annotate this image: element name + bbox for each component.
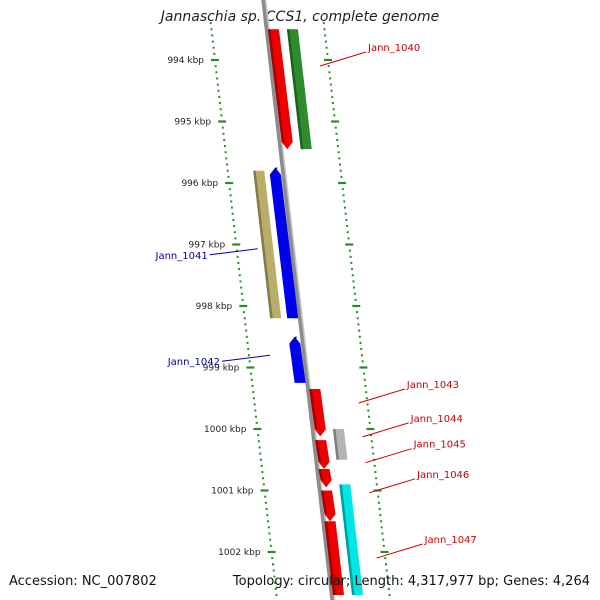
gene-feature-rev-blue-2 <box>289 336 306 383</box>
map-title: Jannaschia sp. CCS1, complete genome <box>160 9 440 25</box>
leader-line <box>221 354 271 362</box>
leader-line <box>376 543 423 559</box>
scale-tick-label: 994 kbp <box>167 56 204 66</box>
gene-feature-shade <box>286 29 304 150</box>
leader-line <box>368 478 416 494</box>
gene-feature-shade <box>289 336 298 344</box>
gene-feature-shade <box>324 521 336 596</box>
gene-label: Jann_1045 <box>413 440 466 451</box>
gene-feature-shade <box>309 389 318 430</box>
gene-label: Jann_1047 <box>424 535 477 546</box>
scale-tick-label: 1000 kbp <box>204 425 247 435</box>
scale-tick-label: 1002 kbp <box>218 548 261 558</box>
gene-feature-shade <box>339 484 355 596</box>
gene-label: Jann_1042 <box>167 357 220 368</box>
gene-feature-rev-blue-1 <box>269 167 299 319</box>
gene-label: Jann_1043 <box>406 380 459 391</box>
gene-label: Jann_1040 <box>367 43 420 54</box>
gene-feature-shade <box>253 170 273 319</box>
gene-label: Jann_1041 <box>155 251 208 262</box>
leader-line <box>319 51 367 67</box>
gene-label: Jann_1044 <box>410 414 463 425</box>
gene-label: Jann_1046 <box>416 470 469 481</box>
gene-feature-shade <box>321 490 328 515</box>
scale-tick-label: 995 kbp <box>174 118 211 128</box>
gene-feature-rev-khaki <box>253 170 282 319</box>
scale-tick-label: 999 kbp <box>203 364 240 374</box>
gene-feature-shade <box>267 29 285 143</box>
leader-line <box>209 248 258 256</box>
genome-summary-text: Topology: circular; Length: 4,317,977 bp… <box>232 574 590 589</box>
feature-track <box>253 0 364 600</box>
gene-feature-fwd-cyan <box>339 484 364 596</box>
leader-line <box>358 388 405 404</box>
scale-tick-label: 998 kbp <box>196 302 233 312</box>
gene-feature-shade <box>315 440 322 462</box>
scale-ticks: 994 kbp 995 kbp 996 kbp 997 kbp 998 kbp 999 k… <box>167 22 391 597</box>
accession-text: Accession: NC_007802 <box>9 574 157 589</box>
gene-feature-fwd-red-1043 <box>309 389 326 437</box>
leader-line <box>362 422 409 438</box>
leader-line <box>365 448 412 464</box>
gene-feature-shade <box>332 429 339 460</box>
gene-feature-fwd-red-bottom <box>324 521 345 596</box>
backbone-line <box>261 0 334 600</box>
gene-feature-fwd-red-top <box>267 29 293 150</box>
gene-feature-shade <box>318 468 324 481</box>
gene-feature-fwd-green-top <box>286 29 312 150</box>
scale-tick-label: 1001 kbp <box>211 487 254 497</box>
scale-tick-label: 996 kbp <box>181 179 218 189</box>
gene-feature-shade <box>269 167 278 175</box>
scale-tick-label: 997 kbp <box>189 241 226 251</box>
gene-labels: Jann_1040 Jann_1041 Jann_1042 Jann_1043 Jann… <box>155 43 477 559</box>
